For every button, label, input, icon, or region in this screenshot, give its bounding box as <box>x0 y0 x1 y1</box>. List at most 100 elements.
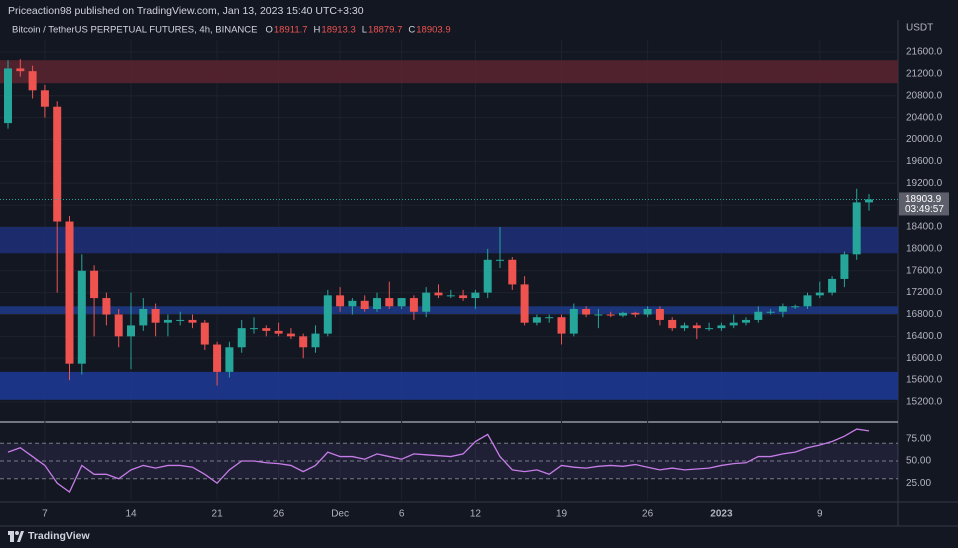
x-tick-label: 26 <box>273 509 285 520</box>
y-tick-label: 18000.0 <box>906 244 943 255</box>
candle-body <box>606 314 615 316</box>
currency: USDT <box>906 23 933 34</box>
candle-body <box>865 199 873 203</box>
candle-body <box>311 333 320 348</box>
y-tick-label: 20800.0 <box>906 90 943 101</box>
legend-value: 18911.7 <box>274 25 308 36</box>
candle-body <box>188 319 197 323</box>
candle-body <box>815 292 824 296</box>
rsi-tick-label: 50.00 <box>906 456 931 467</box>
candle-body <box>532 317 541 323</box>
y-tick-label: 21600.0 <box>906 47 943 58</box>
legend-value: 18913.3 <box>321 25 355 36</box>
candle-body <box>778 306 787 312</box>
candle-body <box>77 270 86 364</box>
candle-body <box>348 300 357 307</box>
legend-value: 18903.9 <box>416 25 450 36</box>
candle-body <box>545 317 554 319</box>
candle-body <box>483 259 492 293</box>
candle-body <box>213 344 222 372</box>
candle-body <box>508 259 517 285</box>
countdown: 03:49:57 <box>905 204 944 215</box>
zone <box>0 226 898 254</box>
candle-body <box>127 325 135 337</box>
legend-label: O <box>266 25 273 36</box>
candle-body <box>151 309 160 323</box>
candle-body <box>114 314 123 337</box>
candle-body <box>655 309 664 320</box>
candle-body <box>409 298 418 312</box>
candle-body <box>28 71 37 91</box>
y-tick-label: 21200.0 <box>906 69 943 80</box>
publisher: Priceaction98 published on TradingView.c… <box>8 5 364 17</box>
rsi-tick-label: 75.00 <box>906 433 931 444</box>
y-tick-label: 17200.0 <box>906 287 943 298</box>
y-tick-label: 20400.0 <box>906 112 943 123</box>
y-tick-label: 15200.0 <box>906 397 943 408</box>
candle-body <box>791 306 800 308</box>
candle-body <box>336 295 345 307</box>
series-title: Bitcoin / TetherUS PERPETUAL FUTURES, 4h… <box>12 25 258 36</box>
candle-body <box>40 90 49 107</box>
candle-body <box>250 328 258 330</box>
candle-body <box>717 325 726 329</box>
candle-body <box>692 325 701 329</box>
candle-body <box>360 300 369 310</box>
candle-body <box>803 295 812 307</box>
candle-body <box>446 295 455 297</box>
x-tick-label: Dec <box>331 509 349 520</box>
candle-body <box>225 347 234 372</box>
y-tick-label: 15600.0 <box>906 375 943 386</box>
zone <box>0 371 898 400</box>
x-tick-label: 14 <box>125 509 137 520</box>
candle-body <box>434 292 443 296</box>
candle-body <box>274 330 283 334</box>
candle-body <box>397 298 406 307</box>
candle-body <box>754 311 763 320</box>
y-tick-label: 16400.0 <box>906 331 943 342</box>
candle-body <box>766 311 775 313</box>
candle-body <box>852 202 861 255</box>
candle-body <box>16 68 25 72</box>
legend-label: C <box>408 25 415 36</box>
candle-body <box>557 317 566 334</box>
last-price: 18903.9 <box>905 194 942 205</box>
y-tick-label: 17600.0 <box>906 265 943 276</box>
x-tick-label: 9 <box>817 509 823 520</box>
candle-body <box>459 295 468 299</box>
candle-body <box>668 319 677 329</box>
x-tick-label: 26 <box>642 509 654 520</box>
y-tick-label: 19200.0 <box>906 178 943 189</box>
rsi-tick-label: 25.00 <box>906 478 931 489</box>
candle-body <box>742 319 750 323</box>
x-tick-label: 21 <box>212 509 224 520</box>
candle-body <box>828 278 837 293</box>
candle-body <box>619 312 627 316</box>
legend-label: L <box>362 25 367 36</box>
y-tick-label: 18400.0 <box>906 222 943 233</box>
candle-body <box>262 328 271 331</box>
candle-body <box>286 333 295 337</box>
zone <box>0 306 898 314</box>
brand: TradingView <box>28 530 90 542</box>
candle-body <box>705 328 714 330</box>
y-tick-label: 16000.0 <box>906 353 943 364</box>
candle-body <box>643 309 652 315</box>
candle-body <box>373 298 381 310</box>
candle-body <box>237 328 246 348</box>
candle-body <box>299 336 308 348</box>
candle-body <box>4 68 12 124</box>
candle-body <box>582 309 591 315</box>
y-tick-label: 20000.0 <box>906 134 943 145</box>
zone <box>0 60 898 84</box>
x-tick-label: 19 <box>556 509 568 520</box>
candle-body <box>200 322 209 345</box>
candle-body <box>594 314 603 316</box>
candle-body <box>90 270 99 299</box>
candle-body <box>496 259 504 261</box>
candle-body <box>422 292 431 312</box>
candle-body <box>176 319 185 321</box>
candle-body <box>680 325 689 329</box>
legend-value: 18879.7 <box>368 25 402 36</box>
